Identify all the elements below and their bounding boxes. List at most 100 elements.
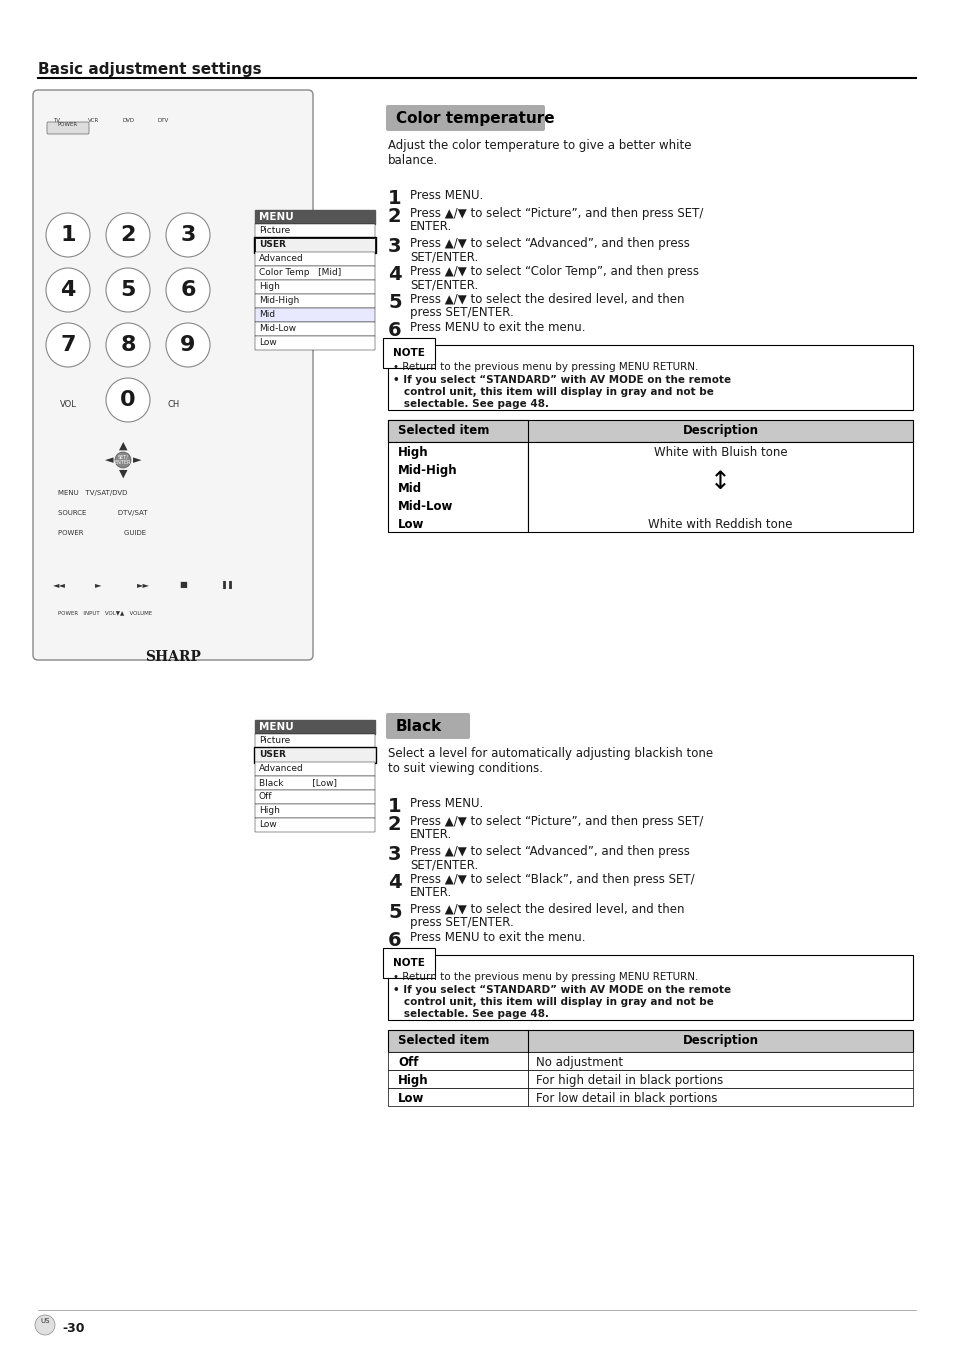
Text: ENTER.: ENTER. (410, 220, 452, 232)
Text: 0: 0 (120, 390, 135, 409)
Text: 4: 4 (388, 873, 401, 892)
Text: 7: 7 (60, 335, 75, 355)
Bar (388, 345, 912, 409)
Text: SET/ENTER.: SET/ENTER. (410, 858, 477, 871)
Bar (254, 336, 375, 350)
Text: Press ▲/▼ to select “Advanced”, and then press: Press ▲/▼ to select “Advanced”, and then… (410, 236, 689, 250)
Text: High: High (258, 282, 279, 290)
Text: USER: USER (258, 750, 286, 759)
Text: POWER                  GUIDE: POWER GUIDE (58, 530, 146, 536)
Bar (527, 1088, 912, 1106)
Text: ►: ► (132, 455, 141, 465)
Bar (254, 209, 375, 224)
Text: ENTER.: ENTER. (410, 828, 452, 842)
Text: Low: Low (397, 1092, 424, 1105)
Text: VCR: VCR (88, 118, 99, 123)
Bar (254, 775, 375, 790)
Text: 5: 5 (388, 293, 401, 312)
Text: 4: 4 (388, 265, 401, 284)
Text: Press ▲/▼ to select “Color Temp”, and then press: Press ▲/▼ to select “Color Temp”, and th… (410, 265, 699, 278)
Text: Select a level for automatically adjusting blackish tone
to suit viewing conditi: Select a level for automatically adjusti… (388, 747, 713, 775)
Circle shape (46, 267, 90, 312)
Circle shape (106, 378, 150, 422)
Circle shape (106, 323, 150, 367)
Text: For high detail in black portions: For high detail in black portions (536, 1074, 722, 1088)
Text: Press MENU.: Press MENU. (410, 797, 483, 811)
Text: Press MENU.: Press MENU. (410, 189, 483, 203)
Text: 3: 3 (388, 844, 401, 865)
Text: ■: ■ (179, 580, 187, 589)
Text: 1: 1 (60, 226, 75, 245)
Text: Mid-High: Mid-High (397, 463, 457, 477)
Text: ►: ► (95, 580, 101, 589)
Bar (254, 734, 375, 748)
Text: For low detail in black portions: For low detail in black portions (536, 1092, 717, 1105)
Text: SET/ENTER.: SET/ENTER. (410, 250, 477, 263)
Text: DVD: DVD (123, 118, 135, 123)
Text: Description: Description (681, 1034, 758, 1047)
Text: NOTE: NOTE (393, 349, 424, 358)
Text: Picture: Picture (258, 226, 290, 235)
Text: High: High (397, 446, 428, 459)
Text: ↕: ↕ (709, 470, 730, 494)
Text: ▼: ▼ (118, 469, 127, 480)
Text: 1: 1 (388, 797, 401, 816)
Text: ❚❚: ❚❚ (221, 580, 234, 589)
Text: Press ▲/▼ to select the desired level, and then: Press ▲/▼ to select the desired level, a… (410, 293, 684, 305)
Text: ►►: ►► (137, 580, 150, 589)
Text: POWER: POWER (58, 122, 78, 127)
Bar (388, 1052, 527, 1070)
Bar (388, 955, 912, 1020)
Bar (388, 1029, 912, 1052)
Text: ◄◄: ◄◄ (53, 580, 66, 589)
Circle shape (106, 213, 150, 257)
Bar (254, 720, 375, 734)
Text: TV: TV (53, 118, 60, 123)
Text: SOURCE              DTV/SAT: SOURCE DTV/SAT (58, 509, 148, 516)
Text: press SET/ENTER.: press SET/ENTER. (410, 916, 514, 929)
Text: DTV: DTV (158, 118, 169, 123)
Text: Off: Off (397, 1056, 418, 1069)
Text: 2: 2 (388, 815, 401, 834)
Bar (388, 420, 527, 442)
Text: Black: Black (395, 719, 442, 734)
Text: • Return to the previous menu by pressing MENU RETURN.: • Return to the previous menu by pressin… (393, 971, 698, 982)
Text: Press MENU to exit the menu.: Press MENU to exit the menu. (410, 322, 585, 334)
Bar (254, 280, 375, 295)
Text: High: High (258, 807, 279, 815)
Text: Low: Low (258, 338, 276, 347)
Text: 3: 3 (388, 236, 401, 255)
Bar (254, 817, 375, 832)
Bar (388, 1088, 527, 1106)
Bar (527, 442, 912, 532)
Text: Description: Description (681, 424, 758, 436)
Bar (254, 322, 375, 336)
Text: ENTER.: ENTER. (410, 886, 452, 898)
FancyBboxPatch shape (33, 91, 313, 661)
FancyBboxPatch shape (386, 105, 544, 131)
Circle shape (166, 213, 210, 257)
Text: White with Bluish tone: White with Bluish tone (653, 446, 786, 459)
Text: 9: 9 (180, 335, 195, 355)
Text: Color Temp   [Mid]: Color Temp [Mid] (258, 267, 341, 277)
Text: Press ▲/▼ to select “Black”, and then press SET/: Press ▲/▼ to select “Black”, and then pr… (410, 873, 694, 886)
Circle shape (46, 323, 90, 367)
Text: Color temperature: Color temperature (395, 111, 554, 126)
Text: Press MENU to exit the menu.: Press MENU to exit the menu. (410, 931, 585, 944)
Text: 2: 2 (388, 207, 401, 226)
Text: • If you select “STANDARD” with AV MODE on the remote: • If you select “STANDARD” with AV MODE … (393, 985, 730, 994)
Text: 3: 3 (180, 226, 195, 245)
Text: USER: USER (258, 240, 286, 249)
Bar (388, 1070, 527, 1088)
Bar (254, 308, 375, 322)
Text: 4: 4 (60, 280, 75, 300)
Text: 5: 5 (120, 280, 135, 300)
Text: control unit, this item will display in gray and not be: control unit, this item will display in … (393, 386, 713, 397)
Text: Black          [Low]: Black [Low] (258, 778, 336, 788)
Bar (254, 253, 375, 266)
Text: Advanced: Advanced (258, 254, 303, 263)
Text: selectable. See page 48.: selectable. See page 48. (393, 399, 548, 409)
Bar (254, 238, 375, 253)
Circle shape (106, 267, 150, 312)
Text: Advanced: Advanced (258, 765, 303, 773)
